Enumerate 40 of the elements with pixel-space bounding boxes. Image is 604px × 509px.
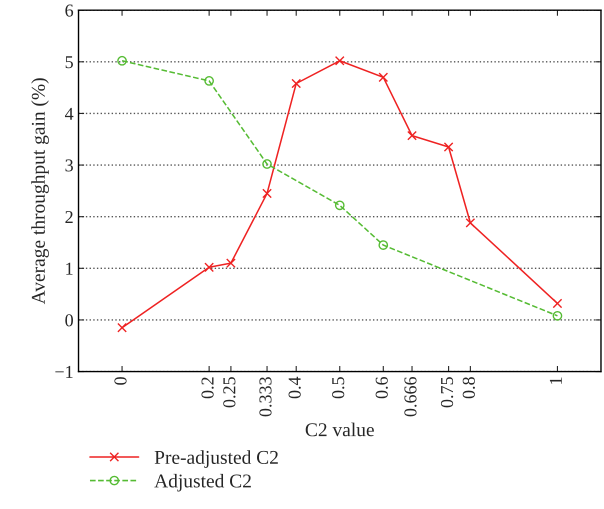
x-axis-title: C2 value [306, 422, 374, 436]
point [291, 78, 302, 88]
x-tick-label: 0.666 [404, 376, 417, 416]
point [378, 240, 388, 250]
point [204, 76, 214, 86]
point [334, 200, 345, 210]
y-tick-label: −1 [55, 366, 73, 378]
legend-label: Adjusted C2 [154, 474, 251, 492]
x-tick-label: 0 [114, 377, 127, 385]
y-tick-label: 6 [65, 4, 74, 17]
x-tick-label: 0.25 [223, 377, 236, 408]
point [262, 159, 272, 169]
point [466, 218, 476, 228]
x-tick-label: 0.75 [440, 377, 454, 408]
y-tick-label: 2 [65, 210, 73, 223]
point [552, 310, 562, 321]
x-tick-label: 0.2 [201, 377, 214, 398]
legend-label: Pre-adjusted C2 [154, 450, 278, 468]
x-tick-label: 0.8 [462, 377, 475, 398]
point [407, 130, 417, 140]
point [552, 298, 562, 308]
point [226, 258, 236, 268]
y-tick-label: 4 [64, 108, 74, 120]
y-tick-label: 3 [65, 159, 73, 172]
point [378, 72, 388, 82]
x-tick-label: 0.333 [259, 377, 272, 416]
y-tick-label: 5 [66, 56, 73, 68]
point [204, 262, 214, 272]
y-tick-label: 1 [66, 262, 73, 275]
point [262, 188, 272, 198]
point [444, 142, 454, 152]
point [334, 56, 345, 66]
x-tick-label: 0.4 [288, 376, 301, 398]
x-tick-label: 0.6 [376, 376, 388, 398]
point [117, 56, 127, 66]
x-tick-label: 1 [550, 378, 562, 384]
y-tick-label: 0 [65, 314, 73, 326]
y-axis-title: Average throughput gain (%) [31, 78, 49, 304]
x-tick-label: 0.5 [332, 377, 344, 398]
point [117, 322, 127, 333]
